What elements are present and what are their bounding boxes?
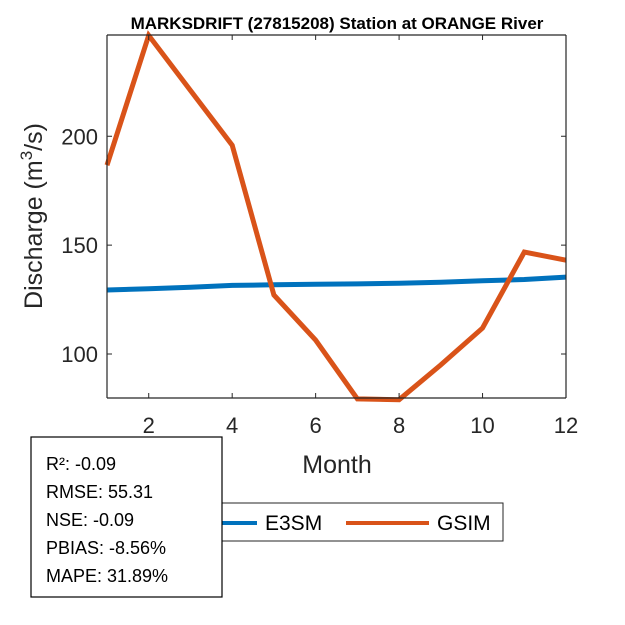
x-tick-label: 2 bbox=[143, 413, 155, 438]
chart-title: MARKSDRIFT (27815208) Station at ORANGE … bbox=[131, 14, 544, 33]
statistics-annotation: R²: -0.09 RMSE: 55.31 NSE: -0.09 PBIAS: … bbox=[30, 436, 223, 598]
plot-background bbox=[107, 35, 566, 398]
statistics-box bbox=[30, 436, 223, 598]
stat-nse: NSE: -0.09 bbox=[46, 510, 134, 530]
stat-rmse: RMSE: 55.31 bbox=[46, 482, 153, 502]
legend-label-e3sm: E3SM bbox=[265, 512, 322, 535]
stat-mape: MAPE: 31.89% bbox=[46, 566, 168, 586]
x-tick-label: 10 bbox=[470, 413, 494, 438]
y-axis-label-suffix: /s) bbox=[20, 123, 48, 151]
x-ticks: 2 4 6 8 10 12 bbox=[143, 35, 578, 438]
stat-r-squared: R²: -0.09 bbox=[46, 454, 116, 474]
plot-area bbox=[107, 35, 566, 398]
y-tick-label: 100 bbox=[61, 342, 98, 367]
x-axis-label: Month bbox=[302, 451, 371, 479]
x-tick-label: 12 bbox=[554, 413, 578, 438]
series-layer bbox=[104, 30, 567, 403]
axes-frame bbox=[106, 34, 567, 399]
stat-pbias: PBIAS: -8.56% bbox=[46, 538, 166, 558]
series-line-e3sm bbox=[106, 274, 567, 293]
y-axis-label: Discharge (m3/s) bbox=[17, 123, 48, 309]
legend-label-gsim: GSIM bbox=[437, 512, 491, 535]
x-tick-label: 6 bbox=[310, 413, 322, 438]
y-tick-label: 150 bbox=[61, 233, 98, 258]
y-axis-label-main: Discharge (m bbox=[20, 160, 48, 309]
y-axis-label-superscript: 3 bbox=[17, 151, 36, 160]
x-tick-label: 4 bbox=[226, 413, 238, 438]
y-tick-label: 200 bbox=[61, 124, 98, 149]
x-tick-label: 8 bbox=[393, 413, 405, 438]
series-line-gsim bbox=[104, 30, 567, 403]
y-ticks: 100 150 200 bbox=[61, 124, 566, 367]
